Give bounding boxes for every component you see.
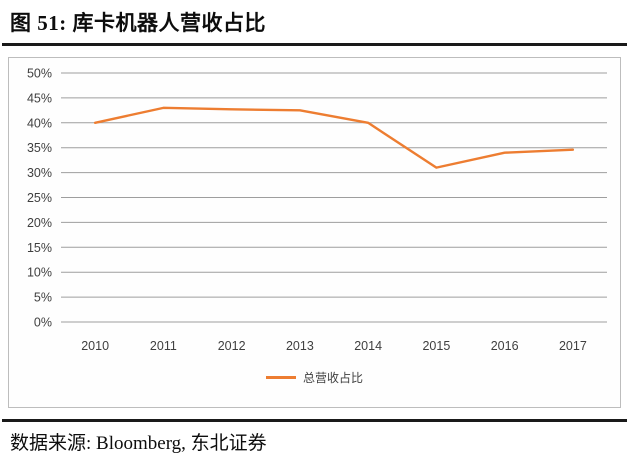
y-axis-tick-label: 20% (27, 216, 52, 230)
x-axis-tick-label: 2017 (559, 339, 587, 353)
y-axis-tick-label: 40% (27, 116, 52, 130)
legend-label: 总营收占比 (302, 371, 363, 385)
y-axis-tick-label: 5% (34, 291, 52, 305)
series-line (93, 106, 575, 169)
x-axis-tick-label: 2014 (354, 339, 382, 353)
y-axis-tick-label: 15% (27, 241, 52, 255)
x-axis-tick-label: 2010 (81, 339, 109, 353)
x-axis-tick-label: 2016 (491, 339, 519, 353)
y-axis-tick-label: 30% (27, 166, 52, 180)
y-axis-tick-label: 25% (27, 191, 52, 205)
y-axis-tick-label: 50% (27, 67, 52, 81)
figure-title: 图 51: 库卡机器人营收占比 (10, 11, 266, 35)
x-axis-tick-label: 2013 (286, 339, 314, 353)
title-divider (2, 43, 627, 46)
x-axis-tick-label: 2011 (150, 339, 177, 353)
x-axis-tick-label: 2015 (422, 339, 450, 353)
line-chart: 0% 5% 10% 15% 20% 25% 30% 35% 40% 45% 50% 2010 2011 2… (27, 67, 607, 353)
legend-line-swatch (265, 376, 296, 379)
y-axis-tick-label: 35% (27, 141, 52, 155)
chart-legend: 总营收占比 (9, 369, 620, 386)
chart-container: 0% 5% 10% 15% 20% 25% 30% 35% 40% 45% 50% 2010 2011 2… (8, 57, 621, 408)
y-axis-tick-label: 45% (27, 91, 52, 105)
data-source: 数据来源: Bloomberg, 东北证券 (10, 433, 267, 454)
x-axis-tick-label: 2012 (218, 339, 246, 353)
footer-divider (2, 419, 627, 422)
y-axis-tick-label: 0% (34, 316, 52, 330)
y-axis-tick-label: 10% (27, 266, 52, 280)
